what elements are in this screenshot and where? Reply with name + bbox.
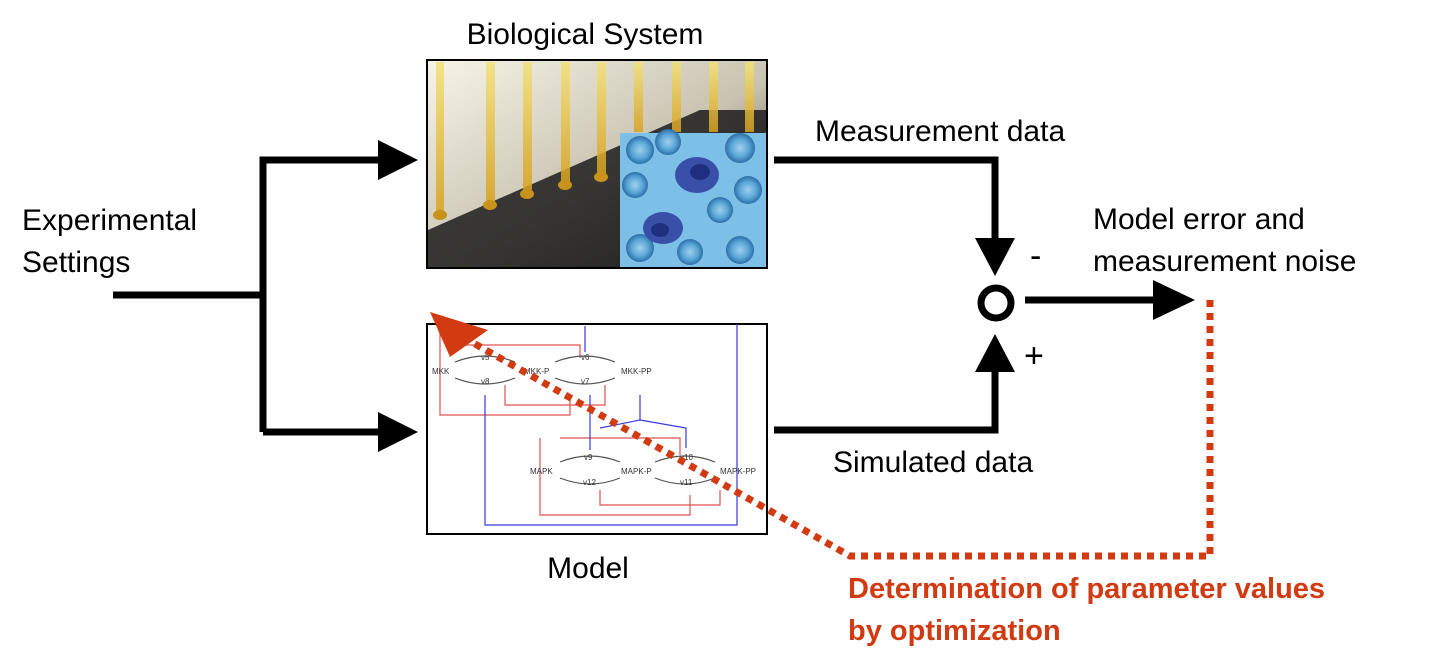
arrow-measurement-down (975, 238, 1015, 276)
biological-system-image (426, 59, 768, 269)
measurement-data-label: Measurement data (815, 115, 1065, 148)
reaction-v12: v12 (583, 478, 596, 487)
optimization-dotted-path (466, 300, 1214, 560)
flow-connectors (113, 156, 1155, 436)
arrow-error-out (1153, 280, 1195, 320)
reaction-v11: v11 (680, 478, 693, 487)
reaction-v10: v10 (680, 453, 693, 462)
species-mapk: MAPK (530, 467, 553, 476)
minus-sign: - (1030, 237, 1041, 275)
arrow-simulated-up (975, 334, 1015, 372)
comparator-circle (977, 284, 1015, 322)
biological-system-label: Biological System (467, 18, 704, 51)
experimental-settings-label-line1: Experimental (22, 204, 197, 237)
measurement-data-line (774, 156, 999, 240)
species-mapk-pp: MAPK-PP (720, 467, 756, 476)
arrow-to-model (378, 412, 418, 452)
split-to-biology-line (259, 156, 380, 432)
model-error-label-line1: Model error and (1093, 203, 1305, 236)
reaction-v9: v9 (584, 453, 593, 462)
model-image: MKK MKK-P MKK-PP MAPK MAPK-P MAPK-PP v5 … (426, 323, 768, 535)
well-dots (433, 172, 608, 220)
simulated-data-line (774, 370, 999, 434)
simulated-data-label: Simulated data (833, 446, 1033, 479)
species-mapk-p: MAPK-P (621, 467, 652, 476)
optimization-label-line2: by optimization (848, 615, 1061, 647)
plus-sign: + (1024, 337, 1044, 375)
species-mkk-p: MKK-P (524, 367, 549, 376)
experimental-settings-label-line2: Settings (22, 246, 130, 279)
arrow-to-biology (378, 140, 418, 180)
pipette-beams (436, 62, 754, 212)
model-error-label-line2: measurement noise (1093, 245, 1356, 278)
reaction-v6: v6 (581, 353, 590, 362)
model-species-labels: MKK MKK-P MKK-PP MAPK MAPK-P MAPK-PP v5 … (432, 353, 756, 487)
species-mkk: MKK (432, 367, 450, 376)
optimization-feedback (430, 300, 1214, 560)
optimization-label-line1: Determination of parameter values (848, 573, 1325, 605)
flow-arrowheads (378, 140, 1195, 452)
model-label: Model (547, 552, 629, 585)
reaction-v5: v5 (481, 353, 490, 362)
blood-cell-micrograph (620, 129, 766, 267)
reaction-v8: v8 (481, 377, 490, 386)
reaction-v7: v7 (581, 377, 590, 386)
species-mkk-pp: MKK-PP (621, 367, 652, 376)
optimization-arrowhead (430, 312, 488, 357)
